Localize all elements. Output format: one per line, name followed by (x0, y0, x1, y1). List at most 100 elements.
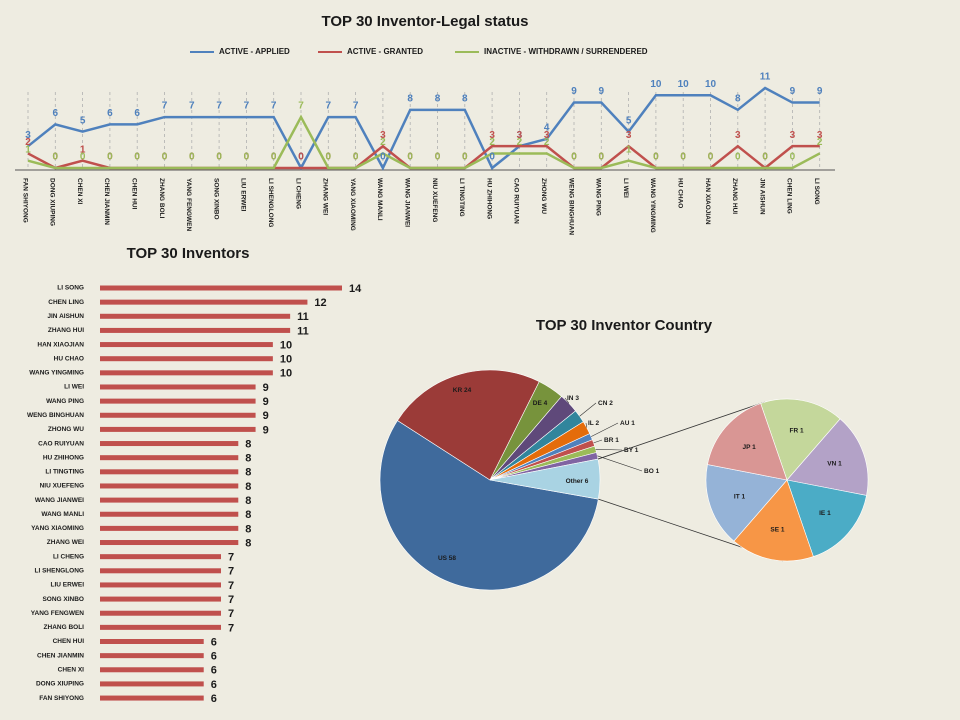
slice-label: CN 2 (598, 400, 613, 407)
data-label: 0 (708, 152, 714, 163)
data-label: 0 (735, 152, 741, 163)
data-label: 6 (134, 108, 140, 119)
y-tick-label: LI SONG (57, 285, 84, 292)
bar (100, 441, 238, 446)
bar (100, 653, 204, 658)
data-label: 7 (228, 608, 234, 620)
y-tick-label: CHEN JIANMIN (37, 652, 84, 659)
slice-value: 2 (609, 400, 613, 407)
slice-value: 4 (544, 400, 548, 407)
data-label: 7 (228, 622, 234, 634)
y-tick-label: CHEN LING (48, 299, 84, 306)
x-tick-label: LI SHENGLONG (267, 178, 274, 227)
data-label: 0 (489, 152, 495, 163)
y-tick-label: ZHANG WEI (47, 539, 84, 546)
bar (100, 300, 307, 305)
data-label: 0 (790, 152, 796, 163)
slice-category: BO (644, 468, 654, 475)
data-label: 0 (653, 152, 659, 163)
series-line (28, 146, 820, 168)
leader-line (596, 449, 622, 450)
data-label: 0 (326, 152, 332, 163)
x-tick-label: LI TINGTING (458, 178, 465, 217)
x-tick-label: ZHANG BOLI (158, 178, 165, 219)
y-tick-label: HU ZHIHONG (43, 454, 84, 461)
x-tick-label: WANG MANLI (376, 178, 383, 221)
bar (100, 342, 273, 347)
data-label: 0 (53, 152, 59, 163)
y-tick-label: ZHONG WU (48, 426, 84, 433)
y-tick-label: HU CHAO (54, 355, 84, 362)
slice-value: 1 (827, 510, 831, 517)
slice-category: JP (742, 444, 751, 451)
data-label: 0 (298, 152, 304, 163)
y-tick-label: YANG XIAOMING (31, 525, 84, 532)
x-tick-label: JIN AISHUN (758, 178, 765, 215)
data-label: 8 (435, 93, 441, 104)
x-tick-label: HAN XIAOJIAN (704, 178, 711, 225)
data-label: 10 (650, 79, 662, 90)
data-label: 7 (228, 594, 234, 606)
y-tick-label: ZHANG HUI (48, 327, 84, 334)
slice-value: 6 (585, 478, 589, 485)
slice-value: 1 (800, 427, 804, 434)
slice-category: VN (827, 460, 836, 467)
data-label: 3 (790, 130, 796, 141)
y-tick-label: HAN XIAOJIAN (37, 341, 84, 348)
leader-line (597, 456, 642, 471)
y-tick-label: CAO RUIYUAN (38, 440, 84, 447)
slice-label: BR 1 (604, 437, 619, 444)
leader-line (580, 403, 596, 416)
bar (100, 667, 204, 672)
x-tick-label: LI SONG (813, 178, 820, 205)
slice-category: SE (770, 526, 779, 533)
slice-value: 3 (575, 395, 579, 402)
x-tick-label: HU CHAO (676, 178, 683, 208)
data-label: 8 (245, 537, 251, 549)
y-tick-label: WENG BINGHUAN (27, 412, 84, 419)
slice-category: FR (790, 427, 799, 434)
series-line (28, 88, 820, 168)
data-label: 2 (817, 137, 823, 148)
data-label: 7 (326, 101, 332, 112)
y-tick-label: ZHANG BOLI (44, 624, 85, 631)
bar (100, 625, 221, 630)
x-tick-label: YANG FENGWEN (185, 178, 192, 232)
data-label: 10 (280, 368, 292, 380)
x-tick-label: LI WEI (622, 178, 629, 198)
bar (100, 696, 204, 701)
data-label: 0 (680, 152, 686, 163)
slice-category: IE (819, 510, 826, 517)
slice-value: 1 (631, 420, 635, 427)
x-tick-label: CHEN XI (76, 178, 83, 205)
y-tick-label: DONG XIUPING (36, 681, 84, 688)
data-label: 1 (25, 144, 31, 155)
x-tick-label: ZHONG WU (540, 178, 547, 214)
slice-category: AU (620, 420, 630, 427)
x-tick-label: SONG XINBO (212, 178, 219, 220)
data-label: 0 (599, 152, 605, 163)
data-label: 7 (271, 101, 277, 112)
y-tick-label: LI TINGTING (45, 469, 84, 476)
bar (100, 427, 256, 432)
data-label: 3 (626, 130, 632, 141)
y-tick-label: WANG PING (46, 398, 84, 405)
data-label: 6 (53, 108, 59, 119)
x-tick-label: CHEN HUI (130, 178, 137, 210)
data-label: 6 (211, 636, 217, 648)
data-label: 3 (735, 130, 741, 141)
legend-label: INACTIVE - WITHDRAWN / SURRENDERED (484, 47, 648, 56)
data-label: 10 (678, 79, 690, 90)
data-label: 0 (134, 152, 140, 163)
x-tick-label: LI CHENG (294, 178, 301, 209)
slice-label: DE 4 (533, 400, 548, 407)
data-label: 6 (211, 651, 217, 663)
y-tick-label: WANG MANLI (41, 511, 84, 518)
slice-value: 24 (464, 387, 472, 394)
slice-category: US (438, 555, 448, 562)
data-label: 7 (244, 101, 250, 112)
data-label: 11 (297, 311, 309, 323)
data-label: 11 (297, 325, 309, 337)
data-label: 8 (245, 523, 251, 535)
